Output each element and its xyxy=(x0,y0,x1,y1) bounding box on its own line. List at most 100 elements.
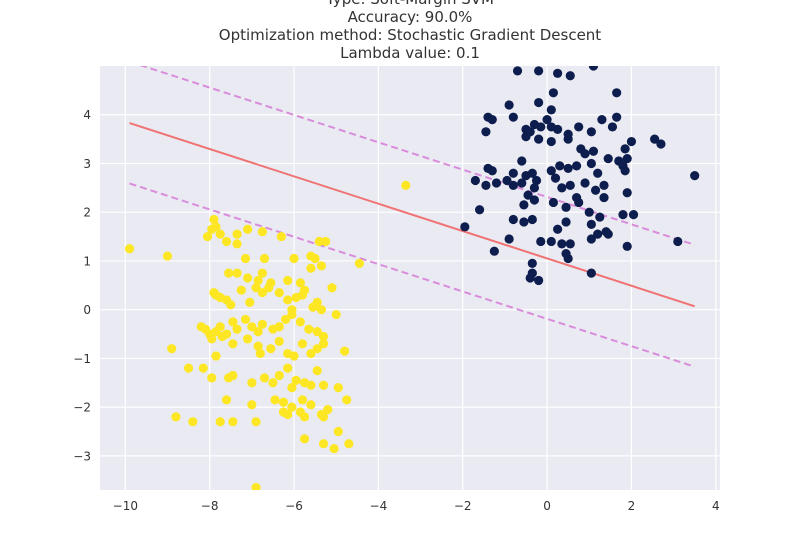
class-b-point xyxy=(593,229,603,239)
class-a-point xyxy=(183,363,194,373)
x-tick-label: −8 xyxy=(201,499,219,513)
class-a-point xyxy=(253,327,263,337)
x-tick-label: 0 xyxy=(543,499,551,513)
class-a-point xyxy=(211,222,221,232)
class-a-point xyxy=(247,378,257,388)
class-a-point xyxy=(340,346,350,356)
class-b-point xyxy=(561,217,571,227)
class-b-point xyxy=(574,197,584,208)
class-b-point xyxy=(508,112,518,122)
class-a-point xyxy=(124,244,135,254)
class-a-point xyxy=(295,278,305,288)
class-a-point xyxy=(283,363,293,373)
class-b-point xyxy=(563,163,573,173)
y-tick-label: 1 xyxy=(83,254,91,268)
class-a-point xyxy=(268,378,278,388)
class-a-point xyxy=(274,336,284,346)
class-b-point xyxy=(508,168,518,178)
class-a-point xyxy=(188,417,198,427)
class-b-point xyxy=(534,275,544,286)
class-a-point xyxy=(232,324,242,334)
class-a-point xyxy=(257,268,267,278)
class-a-point xyxy=(207,334,217,344)
class-b-point xyxy=(519,200,529,210)
class-b-point xyxy=(557,183,567,193)
title-line-lambda: Lambda value: 0.1 xyxy=(340,44,480,62)
class-b-point xyxy=(580,149,590,159)
class-b-point xyxy=(586,234,596,244)
class-a-point xyxy=(306,263,316,273)
class-b-point xyxy=(529,183,540,193)
class-b-point xyxy=(599,192,609,203)
class-a-point xyxy=(167,344,177,354)
class-a-point xyxy=(232,239,242,249)
class-b-point xyxy=(548,197,559,208)
class-a-point xyxy=(312,344,322,354)
class-a-point xyxy=(224,268,234,278)
class-b-point xyxy=(586,219,596,229)
y-tick-label: 3 xyxy=(83,157,91,171)
class-b-point xyxy=(474,205,485,215)
class-a-point xyxy=(327,283,337,293)
class-a-point xyxy=(283,409,293,420)
class-b-point xyxy=(580,178,590,188)
class-a-point xyxy=(283,295,293,305)
class-a-point xyxy=(243,273,253,283)
class-a-point xyxy=(278,397,289,407)
class-a-point xyxy=(297,395,308,405)
class-b-point xyxy=(553,224,563,234)
class-a-point xyxy=(257,288,267,298)
class-b-point xyxy=(620,166,630,176)
class-b-point xyxy=(590,185,601,195)
class-a-point xyxy=(312,327,322,337)
class-b-point xyxy=(588,66,599,71)
class-a-point xyxy=(316,261,327,271)
class-b-point xyxy=(487,166,497,176)
class-a-point xyxy=(299,434,310,444)
class-b-point xyxy=(618,210,628,220)
class-b-point xyxy=(512,66,523,76)
class-a-point xyxy=(344,439,354,449)
class-a-point xyxy=(215,322,225,332)
class-b-point xyxy=(563,253,573,264)
class-a-point xyxy=(247,322,257,332)
class-b-point xyxy=(525,273,535,283)
class-b-point xyxy=(553,68,563,78)
class-b-point xyxy=(557,239,567,249)
class-a-point xyxy=(329,443,339,454)
class-a-point xyxy=(299,412,310,422)
class-b-point xyxy=(517,178,527,188)
class-b-point xyxy=(622,241,632,251)
class-a-point xyxy=(321,236,331,247)
class-a-point xyxy=(228,339,238,349)
class-a-point xyxy=(295,317,305,327)
class-b-point xyxy=(470,175,480,186)
class-b-point xyxy=(603,229,613,239)
class-b-point xyxy=(508,214,518,225)
class-b-point xyxy=(504,234,514,244)
class-b-point xyxy=(491,178,502,188)
class-a-point xyxy=(217,331,227,342)
class-a-point xyxy=(207,373,217,383)
class-b-point xyxy=(529,195,540,205)
class-a-point xyxy=(306,348,316,359)
class-b-point xyxy=(565,71,575,81)
class-a-point xyxy=(257,227,267,237)
class-b-point xyxy=(595,212,605,222)
class-b-point xyxy=(546,166,556,176)
class-a-point xyxy=(270,395,280,405)
class-b-point xyxy=(536,122,546,132)
class-a-point xyxy=(318,331,329,342)
class-a-point xyxy=(215,229,225,239)
class-b-point xyxy=(690,171,700,181)
class-a-point xyxy=(257,319,267,329)
class-b-point xyxy=(571,161,582,171)
class-a-point xyxy=(232,229,242,239)
class-b-point xyxy=(603,153,613,164)
class-a-point xyxy=(221,236,232,247)
class-b-point xyxy=(565,239,575,249)
class-b-point xyxy=(656,139,666,149)
chart-title: Type: Soft-Margin SVM Accuracy: 90.0% Op… xyxy=(219,0,602,62)
class-a-point xyxy=(264,283,274,293)
class-b-point xyxy=(622,188,632,198)
